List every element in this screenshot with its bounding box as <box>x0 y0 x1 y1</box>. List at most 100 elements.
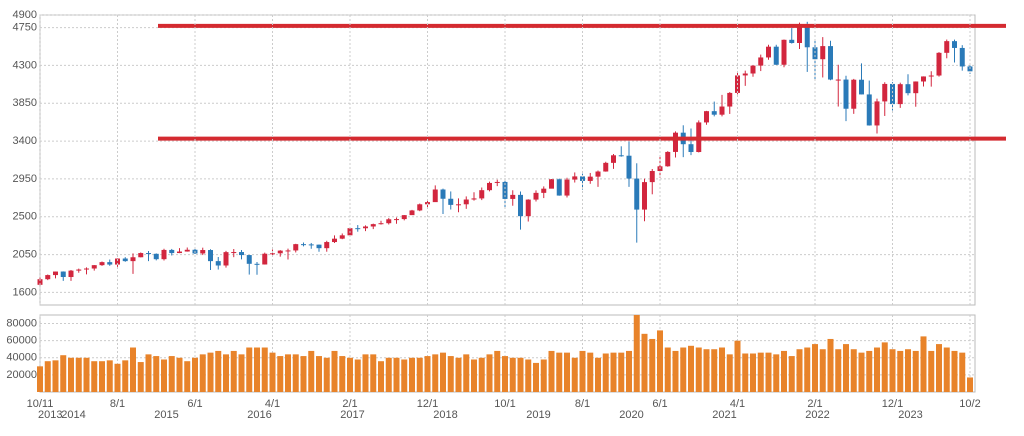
candle-body <box>479 190 485 199</box>
candle-body <box>355 228 361 230</box>
candle-body <box>339 235 345 239</box>
volume-bar <box>223 354 229 392</box>
year-label: 2018 <box>433 409 457 421</box>
candle-body <box>246 255 252 264</box>
candle-body <box>76 269 82 271</box>
volume-bar <box>509 357 516 392</box>
volume-bar <box>168 356 175 392</box>
y-tick-label: 2050 <box>13 248 37 260</box>
volume-bar <box>269 352 276 392</box>
volume-bar <box>672 350 679 392</box>
x-tick-label: 12/1 <box>882 398 903 410</box>
volume-bar <box>292 354 299 392</box>
candle-body <box>394 219 399 221</box>
volume-bar <box>920 336 927 392</box>
volume-bar <box>889 349 896 392</box>
y-tick-label: 80000 <box>6 317 37 329</box>
x-tick-label: 6/1 <box>652 398 667 410</box>
candle-body <box>215 261 221 266</box>
year-label: 2014 <box>61 409 85 421</box>
x-tick-label: 10/11 <box>27 398 54 410</box>
volume-bar <box>827 338 834 392</box>
candle-body <box>541 188 547 193</box>
volume-bar <box>455 357 462 392</box>
candle-body <box>107 262 113 265</box>
candle-body <box>913 81 919 94</box>
volume-bar <box>812 344 818 392</box>
candle-body <box>471 198 477 200</box>
volume-bar <box>207 352 214 392</box>
volume-bar <box>695 347 702 392</box>
candle-body <box>944 41 950 53</box>
volume-bar <box>323 357 330 392</box>
volume-bar <box>928 350 935 392</box>
volume-bar <box>122 360 129 392</box>
y-tick-label: 3850 <box>13 97 37 109</box>
volume-bar <box>680 347 687 392</box>
y-tick-label: 20000 <box>6 369 37 381</box>
candle-body <box>184 249 190 252</box>
volume-bar <box>362 354 369 392</box>
volume-bar <box>649 338 656 392</box>
volume-bar <box>370 354 377 392</box>
volume-bar <box>610 352 617 392</box>
volume-bar <box>463 354 470 392</box>
volume-bar <box>137 362 144 392</box>
volume-bar <box>773 354 780 392</box>
candle-body <box>704 111 709 123</box>
volume-bar <box>308 350 315 392</box>
candle-body <box>820 46 826 60</box>
volume-bar <box>447 356 454 392</box>
volume-bar <box>192 357 198 392</box>
volume-bar <box>843 344 849 392</box>
volume-bar <box>602 353 609 392</box>
volume-bar <box>401 359 408 392</box>
volume-bar <box>664 347 671 392</box>
year-label: 2021 <box>712 409 736 421</box>
candle-body <box>316 244 322 249</box>
candle-body <box>153 253 159 260</box>
candle-body <box>53 271 58 276</box>
y-tick-label: 3400 <box>13 135 37 147</box>
x-tick-label: 6/1 <box>187 398 202 410</box>
candle-body <box>146 253 151 255</box>
candle-body <box>525 199 531 217</box>
volume-bar <box>60 355 67 392</box>
candle-body <box>231 252 237 254</box>
volume-bar <box>781 350 787 392</box>
volume-bar <box>230 350 237 392</box>
candle-body <box>308 244 314 246</box>
y-tick-label: 4900 <box>13 9 37 21</box>
volume-bar <box>486 354 493 392</box>
candle-body <box>324 242 330 249</box>
volume-bar <box>432 354 439 392</box>
candle-body <box>487 182 492 191</box>
volume-bar <box>564 352 570 392</box>
volume-bar <box>850 349 857 392</box>
volume-bar <box>835 349 842 392</box>
x-tick-label: 12/1 <box>417 398 438 410</box>
candle-body <box>618 155 624 157</box>
volume-bar <box>106 360 113 392</box>
year-label: 2015 <box>154 409 178 421</box>
candle-body <box>773 46 779 65</box>
year-label: 2022 <box>805 409 829 421</box>
volume-bar <box>75 357 82 392</box>
candle-body <box>378 223 384 225</box>
candle-body <box>332 238 337 243</box>
candle-body <box>766 46 771 58</box>
volume-bar <box>936 344 942 392</box>
candle-body <box>510 194 516 199</box>
volume-bar <box>114 363 121 392</box>
year-label: 2016 <box>247 409 271 421</box>
candle-body <box>897 84 903 105</box>
x-tick-label: 4/1 <box>265 398 280 410</box>
candle-body <box>843 79 849 109</box>
candle-body <box>580 176 585 181</box>
volume-bar <box>254 347 260 392</box>
volume-bar <box>641 333 648 392</box>
volume-bar <box>424 356 431 392</box>
candle-body <box>587 176 593 181</box>
candle-body <box>905 84 911 94</box>
volume-bar <box>788 356 795 392</box>
